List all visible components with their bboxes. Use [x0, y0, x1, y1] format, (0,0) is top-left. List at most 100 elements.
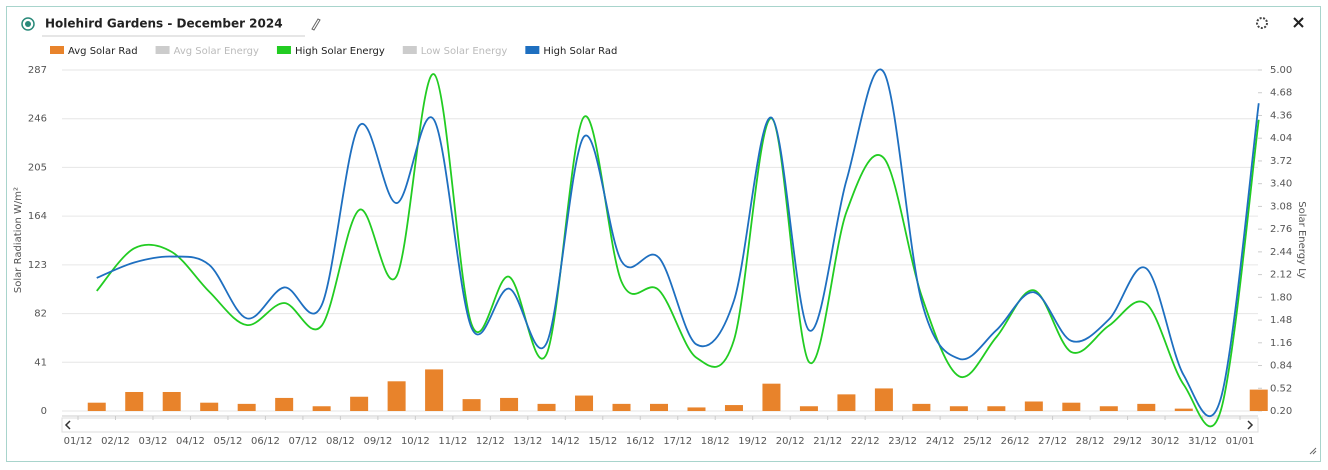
x-tick-label: 23/12 — [888, 436, 917, 447]
legend-label[interactable]: Avg Solar Energy — [174, 46, 259, 57]
bar — [650, 403, 668, 411]
y2-tick-label: 4.36 — [1270, 110, 1292, 121]
x-tick-label: 15/12 — [588, 436, 617, 447]
bar — [1249, 389, 1268, 411]
x-tick-label: 08/12 — [326, 436, 355, 447]
y-tick-label: 287 — [28, 65, 47, 76]
bar — [87, 402, 106, 411]
x-tick-label: 26/12 — [1001, 436, 1030, 447]
bar — [949, 406, 968, 411]
chart-title: Holehird Gardens - December 2024 — [45, 17, 283, 31]
x-tick-label: 02/12 — [101, 436, 130, 447]
x-tick-label: 30/12 — [1151, 436, 1180, 447]
bar — [1174, 408, 1193, 411]
y2-axis-label: Solar Energy Ly — [1296, 201, 1307, 279]
y2-tick-label: 1.80 — [1270, 292, 1292, 303]
legend-label[interactable]: High Solar Rad — [543, 46, 617, 57]
frame — [6, 6, 1321, 462]
edit-icon[interactable] — [311, 18, 321, 31]
bar — [537, 403, 556, 411]
bar — [350, 396, 369, 411]
bar — [312, 406, 331, 411]
y2-tick-label: 4.04 — [1270, 133, 1292, 144]
legend-swatch — [155, 46, 170, 54]
bar — [237, 403, 256, 411]
x-tick-label: 21/12 — [813, 436, 842, 447]
y-tick-label: 123 — [28, 260, 47, 271]
bar — [425, 369, 444, 411]
x-tick-label: 25/12 — [963, 436, 992, 447]
bar — [387, 381, 406, 411]
y-tick-label: 41 — [34, 357, 47, 368]
bar — [687, 407, 706, 411]
bar — [724, 405, 743, 411]
y-tick-label: 0 — [41, 406, 47, 417]
bar — [874, 388, 893, 411]
x-tick-label: 28/12 — [1076, 436, 1105, 447]
bar — [1137, 403, 1156, 411]
legend-swatch — [402, 46, 417, 54]
y2-tick-label: 0.20 — [1270, 406, 1292, 417]
x-tick-label: 11/12 — [438, 436, 467, 447]
y2-tick-label: 0.84 — [1270, 361, 1292, 372]
x-tick-label: 09/12 — [363, 436, 392, 447]
x-tick-label: 01/12 — [64, 436, 93, 447]
resize-handle[interactable] — [1309, 447, 1317, 455]
x-tick-label: 06/12 — [251, 436, 280, 447]
scrollbar[interactable] — [61, 417, 1259, 433]
y-tick-label: 164 — [28, 211, 47, 222]
y2-tick-label: 2.44 — [1270, 247, 1292, 258]
bar — [987, 406, 1006, 411]
radio[interactable] — [21, 17, 35, 31]
scroll-left[interactable] — [64, 420, 71, 430]
bar — [799, 406, 818, 411]
scroll-right[interactable] — [1247, 420, 1254, 430]
x-tick-label: 10/12 — [401, 436, 430, 447]
settings-icon[interactable] — [1256, 17, 1268, 29]
legend-label[interactable]: High Solar Energy — [295, 46, 385, 57]
y2-tick-label: 5.00 — [1270, 65, 1292, 76]
y-tick-label: 205 — [28, 162, 47, 173]
x-tick-label: 17/12 — [663, 436, 692, 447]
bar — [1099, 406, 1118, 411]
y2-tick-label: 4.68 — [1270, 88, 1292, 99]
y2-tick-label: 3.08 — [1270, 201, 1292, 212]
x-tick-label: 05/12 — [214, 436, 243, 447]
x-tick-label: 07/12 — [288, 436, 317, 447]
y2-tick-label: 0.52 — [1270, 383, 1292, 394]
legend-label[interactable]: Low Solar Energy — [421, 46, 508, 57]
legend-label[interactable]: Avg Solar Rad — [68, 46, 138, 57]
y2-tick-label: 1.16 — [1270, 338, 1292, 349]
close-icon[interactable] — [1293, 17, 1304, 28]
x-tick-label: 04/12 — [176, 436, 205, 447]
bar — [275, 397, 294, 411]
bar — [612, 403, 631, 411]
bar — [162, 391, 181, 411]
x-tick-label: 16/12 — [626, 436, 655, 447]
y-axis-label: Solar Radiation W/m² — [13, 187, 24, 293]
x-tick-label: 19/12 — [738, 436, 767, 447]
x-tick-label: 27/12 — [1038, 436, 1067, 447]
bar — [912, 403, 931, 411]
bar — [125, 391, 144, 411]
x-tick-label: 22/12 — [851, 436, 880, 447]
y2-tick-label: 1.48 — [1270, 315, 1292, 326]
x-tick-label: 18/12 — [701, 436, 730, 447]
y2-tick-label: 2.76 — [1270, 224, 1292, 235]
y-tick-label: 246 — [28, 114, 47, 125]
bar — [1024, 401, 1043, 411]
y2-tick-label: 3.72 — [1270, 156, 1292, 167]
x-tick-label: 14/12 — [551, 436, 580, 447]
bar — [575, 395, 594, 411]
radio-dot — [25, 21, 31, 27]
bar — [500, 397, 519, 411]
bar — [837, 394, 856, 411]
x-tick-label: 24/12 — [926, 436, 955, 447]
x-tick-label: 01/01 — [1226, 436, 1255, 447]
y-tick-label: 82 — [34, 309, 47, 320]
y2-tick-label: 2.12 — [1270, 270, 1292, 281]
legend-swatch — [525, 46, 540, 54]
x-tick-label: 20/12 — [776, 436, 805, 447]
